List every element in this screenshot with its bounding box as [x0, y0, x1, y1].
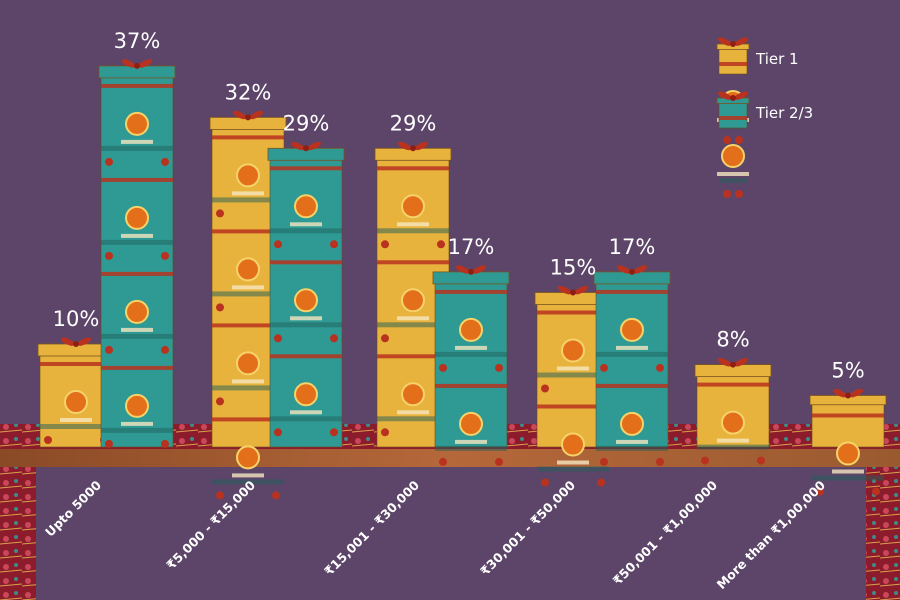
category-label-4: ₹50,001 - ₹1,00,000: [610, 477, 721, 588]
value-label-tier-1-2: 29%: [390, 111, 437, 135]
value-label-tier-2-3-1: 29%: [283, 111, 330, 135]
legend-label-tier-1: Tier 1: [755, 50, 799, 68]
value-label-tier-1-5: 5%: [831, 359, 864, 383]
category-label-5: More than ₹1,00,000: [714, 477, 829, 592]
bar-tier-2-3-0: [98, 59, 176, 448]
bars-layer: [37, 59, 887, 500]
legend-swatch-tier-2-3: [716, 91, 750, 198]
bar-tier-2-3-3: [593, 265, 671, 466]
table-top: [0, 449, 900, 467]
category-label-3: ₹30,001 - ₹50,000: [477, 477, 578, 578]
legend: Tier 1 Tier 2/3: [716, 37, 813, 198]
table-leg-right: [866, 467, 900, 600]
category-label-1: ₹5,000 - ₹15,000: [163, 477, 258, 572]
bar-tier-1-0: [37, 337, 115, 448]
value-label-tier-1-4: 8%: [716, 328, 749, 352]
value-label-tier-1-0: 10%: [53, 307, 100, 331]
legend-label-tier-2-3: Tier 2/3: [755, 104, 813, 122]
value-label-tier-2-3-0: 37%: [114, 29, 161, 53]
value-labels-layer: 10% 32% 29% 15% 8% 5% 37% 29% 17% 17%: [53, 29, 865, 383]
category-labels-layer: Upto 5000 ₹5,000 - ₹15,000 ₹15,001 - ₹30,0…: [42, 477, 828, 592]
category-label-2: ₹15,001 - ₹30,000: [321, 477, 422, 578]
value-label-tier-1-3: 15%: [550, 256, 597, 280]
legend-swatch-tier-1: [716, 37, 750, 144]
value-label-tier-1-1: 32%: [225, 80, 272, 104]
value-label-tier-2-3-3: 17%: [609, 235, 656, 259]
table-leg-left: [0, 467, 36, 600]
bar-tier-2-3-2: [432, 265, 510, 466]
bar-tier-1-4: [694, 357, 772, 465]
bar-tier-1-5: [809, 388, 887, 496]
value-label-tier-2-3-2: 17%: [448, 235, 495, 259]
category-label-0: Upto 5000: [42, 477, 104, 539]
bar-tier-2-3-1: [267, 141, 345, 448]
